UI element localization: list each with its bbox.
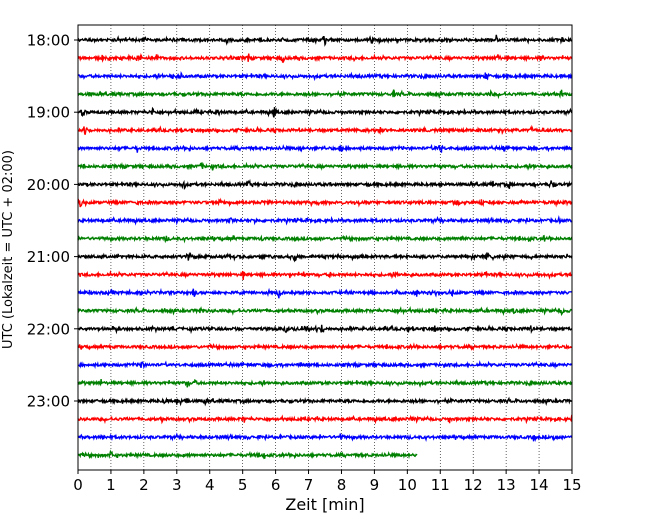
x-tick-label: 15 [562, 476, 581, 494]
seismic-trace [77, 449, 418, 460]
x-tick-label: 2 [139, 476, 149, 494]
x-tick-label: 7 [304, 476, 314, 494]
seismic-trace [77, 161, 573, 171]
x-tick-label: 12 [464, 476, 483, 494]
x-tick-label: 1 [106, 476, 116, 494]
seismic-trace [77, 234, 573, 244]
y-axis-label: UTC (Lokalzeit = UTC + 02:00) [1, 150, 16, 349]
seismic-trace [77, 432, 573, 443]
x-tick-label: 13 [497, 476, 516, 494]
seismic-trace [77, 414, 573, 425]
seismic-trace [77, 396, 573, 407]
seismic-trace [77, 214, 573, 226]
x-tick-label: 4 [205, 476, 215, 494]
y-tick-label: 20:00 [27, 176, 70, 194]
seismic-trace [77, 124, 573, 136]
seismic-trace [77, 342, 573, 351]
x-tick-label: 0 [73, 476, 83, 494]
x-axis-label: Zeit [min] [285, 495, 364, 514]
seismic-trace [77, 324, 573, 335]
y-tick-label: 19:00 [27, 104, 70, 122]
x-tick-label: 10 [398, 476, 417, 494]
seismic-trace [77, 106, 573, 118]
plot-frame [77, 24, 573, 471]
seismic-trace [77, 34, 573, 47]
x-axis-ticks: 0 1 2 3 4 5 6 7 8 9 10 11 12 13 14 15 [73, 470, 582, 494]
seismic-trace [77, 269, 573, 281]
x-tick-label: 6 [271, 476, 281, 494]
x-tick-label: 3 [172, 476, 182, 494]
seismic-trace [77, 143, 573, 153]
y-tick-label: 22:00 [27, 320, 70, 338]
x-tick-label: 8 [337, 476, 347, 494]
y-tick-label: 21:00 [27, 248, 70, 266]
y-tick-label: 18:00 [27, 32, 70, 50]
y-axis-ticks: 18:00 19:00 20:00 21:00 22:00 23:00 [27, 32, 78, 411]
seismic-trace [77, 359, 573, 370]
x-tick-label: 5 [238, 476, 248, 494]
seismic-trace [77, 52, 573, 64]
y-tick-label: 23:00 [27, 393, 70, 411]
x-tick-label: 11 [431, 476, 450, 494]
seismic-trace [77, 197, 573, 208]
seismic-trace [77, 178, 573, 191]
seismic-trace [77, 378, 573, 389]
seismic-trace [77, 287, 573, 299]
grid-lines [110, 25, 540, 470]
x-tick-label: 9 [370, 476, 380, 494]
seismic-trace [77, 71, 573, 82]
seismic-traces [77, 34, 573, 460]
x-tick-label: 14 [530, 476, 549, 494]
seismic-trace [77, 251, 573, 263]
seismic-trace [77, 306, 573, 317]
seismic-trace [77, 88, 573, 100]
